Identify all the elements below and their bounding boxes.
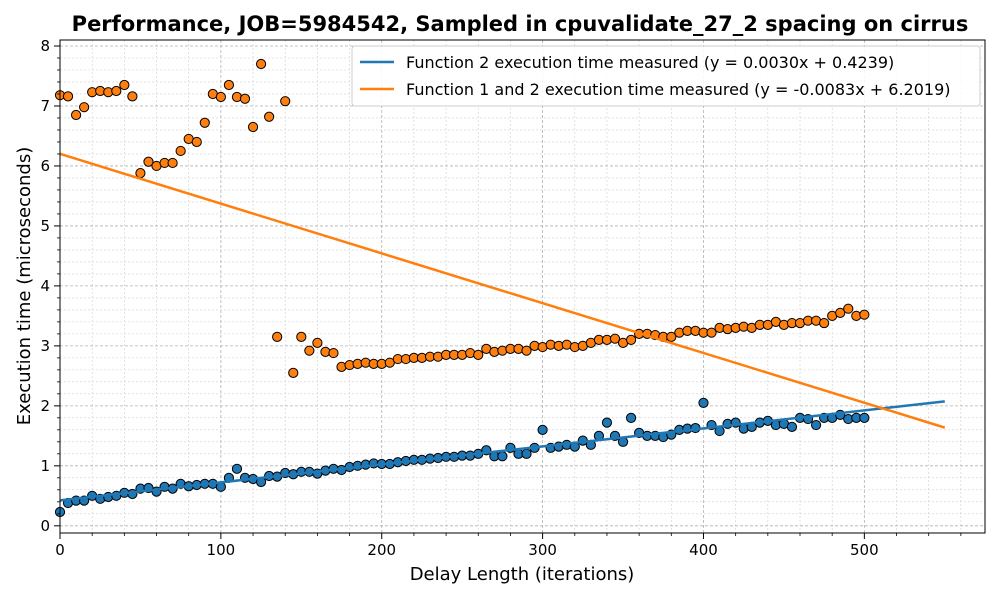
data-point-series2 (473, 349, 484, 360)
data-point-series2 (666, 331, 677, 342)
data-point-series2 (819, 317, 830, 329)
y-tick-label: 0 (40, 517, 50, 535)
plot-frame (59, 39, 986, 534)
data-point-series1 (786, 421, 798, 432)
chart-title: Performance, JOB=5984542, Sampled in cpu… (72, 12, 969, 36)
data-point-series2 (288, 367, 299, 378)
data-point-series2 (70, 109, 82, 121)
y-tick-label: 3 (40, 337, 50, 355)
data-point-series2 (304, 345, 315, 356)
data-point-series2 (272, 331, 283, 342)
data-point-series2 (843, 303, 854, 314)
x-tick-label: 100 (207, 541, 236, 559)
data-point-series1 (810, 419, 822, 431)
axis-ticks (54, 45, 962, 539)
data-point-series2 (312, 337, 323, 348)
legend-box (351, 45, 981, 107)
data-point-series2 (79, 102, 90, 113)
data-point-series2 (264, 111, 275, 122)
x-tick-label: 300 (528, 541, 557, 559)
y-tick-label: 5 (40, 217, 50, 235)
data-point-series2 (119, 79, 130, 91)
data-point-series2 (175, 145, 186, 157)
legend: Function 2 execution time measured (y = … (351, 45, 981, 107)
y-tick-label: 2 (40, 397, 50, 415)
legend-label-series1: Function 2 execution time measured (y = … (406, 53, 894, 72)
data-point-series2 (521, 345, 532, 356)
data-point-series2 (280, 96, 291, 107)
data-point-series2 (223, 79, 235, 91)
data-point-series2 (835, 307, 846, 318)
x-tick-labels: 0 100 200 300 400 500 (55, 541, 878, 559)
data-point-series2 (143, 156, 154, 167)
grid-major (59, 40, 985, 533)
data-point-series1 (521, 448, 532, 459)
data-points (54, 58, 870, 518)
y-tick-labels: 0 1 2 3 4 5 6 7 8 (40, 37, 50, 535)
grid-minor (60, 40, 985, 533)
y-tick-label: 7 (40, 97, 50, 115)
data-point-series1 (698, 397, 709, 408)
x-axis-label: Delay Length (iterations) (410, 564, 635, 585)
data-point-series2 (255, 58, 267, 70)
fit-line-series1 (59, 400, 945, 502)
y-tick-label: 8 (40, 37, 50, 55)
data-point-series1 (859, 412, 870, 423)
data-point-series2 (239, 93, 251, 104)
data-point-series2 (191, 136, 202, 148)
data-point-series2 (199, 117, 210, 128)
legend-label-series2: Function 1 and 2 execution time measured… (406, 80, 951, 99)
y-axis-label: Execution time (microseconds) (14, 147, 35, 426)
data-point-series2 (111, 85, 122, 97)
data-point-series2 (135, 168, 146, 179)
data-point-series2 (247, 121, 259, 133)
data-point-series1 (231, 463, 243, 474)
data-point-series2 (62, 91, 74, 102)
x-tick-label: 200 (367, 541, 396, 559)
y-tick-label: 6 (40, 157, 50, 175)
data-point-series2 (706, 327, 717, 338)
x-tick-label: 500 (850, 541, 879, 559)
y-tick-label: 1 (40, 457, 50, 475)
data-point-series2 (127, 91, 138, 102)
data-point-series1 (497, 451, 508, 462)
data-point-series1 (625, 412, 637, 423)
y-tick-label: 4 (40, 277, 50, 295)
data-point-series1 (601, 417, 613, 428)
x-tick-label: 0 (55, 541, 65, 559)
data-point-series2 (859, 309, 870, 320)
data-point-series2 (215, 91, 226, 103)
data-point-series2 (609, 333, 621, 344)
data-point-series2 (328, 347, 339, 359)
x-tick-label: 400 (689, 541, 718, 559)
data-point-series2 (167, 157, 178, 169)
data-point-series2 (625, 334, 637, 345)
data-point-series2 (296, 331, 307, 342)
data-point-series1 (537, 424, 548, 435)
fit-line-series2 (59, 152, 946, 429)
fit-lines (59, 152, 946, 502)
